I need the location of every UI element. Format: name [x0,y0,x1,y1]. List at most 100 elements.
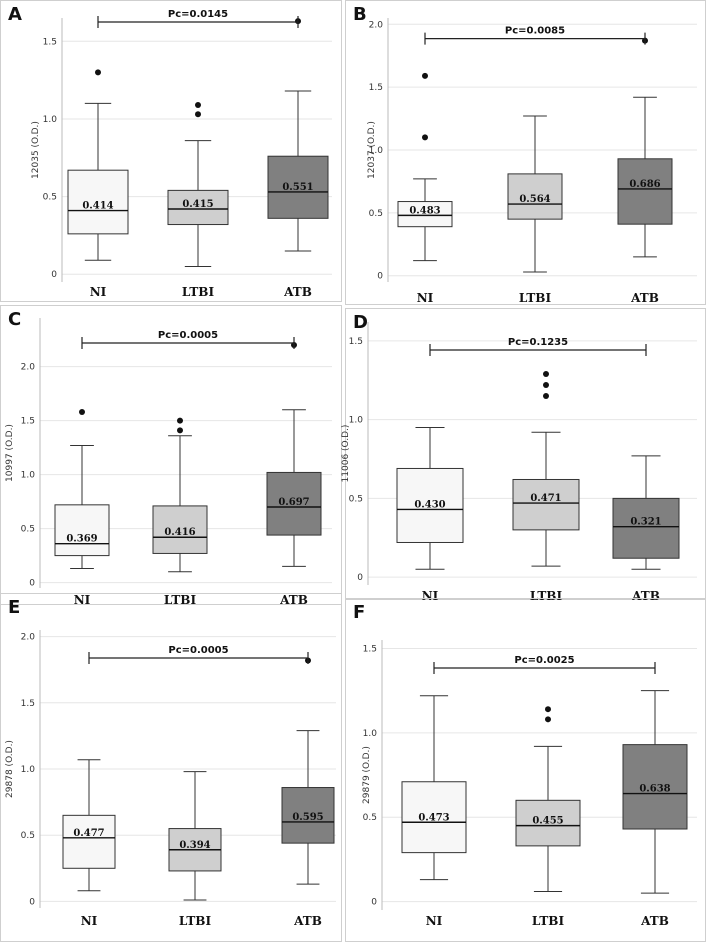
y-tick-label: 1.0 [369,146,384,156]
x-category-label: LTBI [530,589,563,603]
outlier-point [195,111,201,118]
box-iqr [401,781,467,854]
y-tick-label: 2.0 [369,20,384,30]
outlier-point [195,101,201,108]
y-tick-label: 1.5 [43,37,57,47]
significance-bracket [424,32,646,45]
outlier-point [422,134,428,141]
pc-label: Pc=0.0085 [505,26,565,37]
y-axis-label: 12035 (O.D.) [31,121,41,179]
x-category-label: NI [74,593,91,607]
x-category-label: NI [426,914,443,928]
box-ltbi: 0.455 [515,706,581,892]
median-label: 0.697 [278,497,309,508]
pc-label: Pc=0.0145 [168,9,228,20]
x-category-label: NI [90,285,107,299]
median-label: 0.416 [164,527,195,538]
box-iqr [397,201,453,228]
y-axis-label: 29878 (O.D.) [5,740,15,798]
y-tick-label: 0.5 [21,831,35,841]
x-category-label: LTBI [182,285,215,299]
box-ltbi: 0.394 [168,771,222,901]
median-label: 0.564 [519,194,550,205]
y-tick-label: 1.5 [363,644,377,654]
significance-bracket [429,344,647,356]
y-tick-label: 2.0 [21,633,36,643]
outlier-point [79,408,85,415]
box-atb: 0.595 [281,657,335,885]
box-ltbi: 0.564 [507,115,563,273]
box-iqr [515,799,581,847]
panel-f: 0 0.5 1.0 1.5 29879 (O.D.) F 0.473 NI 0.455 LTBI 0… [345,598,706,942]
box-ltbi: 0.415 [167,101,229,267]
y-tick-label: 0 [371,898,377,908]
outlier-point [545,706,551,713]
pc-label: Pc=0.0005 [158,330,218,341]
box-iqr [396,467,464,543]
box-ltbi: 0.471 [512,370,580,567]
y-tick-label: 0 [51,270,57,280]
median-label: 0.430 [414,499,445,510]
panel-frame [0,305,342,605]
panel-e: 0 0.5 1.0 1.5 2.0 29878 (O.D.) E 0.477 NI 0.394 LT… [0,593,342,942]
x-category-label: ATB [283,285,312,299]
outlier-point [545,716,551,723]
panel-letter: F [353,602,365,623]
y-axis-label: 29879 (O.D.) [362,746,372,804]
y-tick-label: 1.5 [21,417,35,427]
box-ni: 0.414 [67,69,129,261]
box-iqr [152,505,208,554]
x-category-label: NI [81,914,98,928]
y-tick-label: 1.0 [363,729,378,739]
panel-letter: C [8,309,21,330]
median-label: 0.414 [82,201,113,212]
box-iqr [266,471,322,536]
y-tick-label: 0 [357,573,363,583]
x-category-label: LTBI [519,291,552,305]
box-atb: 0.638 [622,690,688,894]
box-iqr [62,814,116,869]
panel-a: 0 0.5 1.0 1.5 12035 (O.D.) A 0.414 NI 0.415 LTBI 0… [0,0,342,302]
box-iqr [617,158,673,225]
x-category-label: LTBI [532,914,565,928]
y-axis-label: 11006 (O.D.) [341,425,351,483]
box-iqr [507,173,563,220]
pc-label: Pc=0.0005 [168,645,228,656]
median-label: 0.483 [409,205,440,216]
median-label: 0.415 [182,199,213,210]
x-category-label: LTBI [164,593,197,607]
x-category-label: ATB [279,593,308,607]
panel-d: 0 0.5 1.0 1.5 11006 (O.D.) D 0.430 NI 0.471 LTBI 0… [341,308,706,603]
significance-bracket [433,662,656,674]
panel-frame [0,593,342,942]
box-iqr [622,744,688,830]
outlier-point [422,72,428,79]
outlier-point [543,381,549,388]
y-tick-label: 1.0 [21,765,36,775]
panel-c: 0 0.5 1.0 1.5 2.0 10997 (O.D.) C 0.369 NI 0.416 LT… [0,305,342,607]
box-ni: 0.430 [396,427,464,570]
y-tick-label: 0 [29,897,35,907]
box-atb: 0.697 [266,342,322,567]
y-tick-label: 2.0 [21,363,36,373]
panel-frame [345,0,706,305]
outlier-point [177,417,183,424]
panel-b: 0 0.5 1.0 1.5 2.0 12037 (O.D.) B 0.483 NI 0.564 LT… [345,0,706,305]
median-label: 0.477 [73,828,104,839]
x-category-label: NI [422,589,439,603]
outlier-point [95,69,101,76]
y-tick-label: 1.0 [21,471,36,481]
median-label: 0.471 [530,493,561,504]
box-atb: 0.551 [267,18,329,252]
median-label: 0.551 [282,182,313,193]
box-atb: 0.686 [617,37,673,258]
panel-letter: E [8,597,20,618]
box-ltbi: 0.416 [152,417,208,573]
median-label: 0.394 [179,840,210,851]
y-tick-label: 0.5 [43,193,57,203]
box-iqr [612,497,680,559]
y-tick-label: 0.5 [21,525,35,535]
median-label: 0.369 [66,534,97,545]
y-tick-label: 1.5 [349,337,363,347]
